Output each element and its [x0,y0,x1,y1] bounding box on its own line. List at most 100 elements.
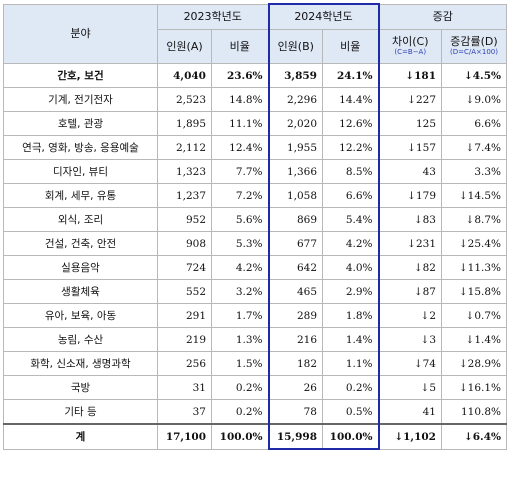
cell-rate: ↓8.7% [441,207,507,232]
header-diff: 차이(C) (C=B−A) [378,29,442,64]
total-count-b: 15,998 [267,423,323,450]
cell-field: 외식, 조리 [3,207,158,232]
cell-ratio-2023: 1.5% [211,351,269,376]
cell-diff: ↓227 [378,87,442,112]
header-count-b: 인원(B) [267,29,323,64]
total-count-a: 17,100 [157,423,212,450]
cell-field: 실용음악 [3,255,158,280]
cell-count-b: 677 [267,231,323,256]
cell-ratio-2024: 12.6% [322,111,380,136]
cell-count-b: 1,366 [267,159,323,184]
cell-rate: ↓15.8% [441,279,507,304]
cell-ratio-2023: 1.3% [211,327,269,352]
cell-ratio-2023: 0.2% [211,399,269,425]
cell-rate: ↓7.4% [441,135,507,160]
cell-count-a: 291 [157,303,212,328]
table-row: 생활체육 552 3.2% 465 2.9% ↓87 ↓15.8% [3,279,507,304]
cell-diff: ↓3 [378,327,442,352]
header-ratio-2023: 비율 [211,29,269,64]
cell-count-a: 1,237 [157,183,212,208]
cell-rate: 3.3% [441,159,507,184]
cell-ratio-2024: 24.1% [322,63,380,88]
cell-field: 기타 등 [3,399,158,425]
table-row: 건설, 건축, 안전 908 5.3% 677 4.2% ↓231 ↓25.4% [3,231,507,256]
cell-ratio-2024: 12.2% [322,135,380,160]
cell-diff: 125 [378,111,442,136]
cell-rate: ↓1.4% [441,327,507,352]
cell-count-b: 642 [267,255,323,280]
enrollment-table-container: 분야 2023학년도 2024학년도 증감 인원(A) 비율 인원(B) 비율 … [3,3,507,450]
cell-ratio-2024: 2.9% [322,279,380,304]
cell-count-b: 182 [267,351,323,376]
table-row: 외식, 조리 952 5.6% 869 5.4% ↓83 ↓8.7% [3,207,507,232]
cell-count-b: 3,859 [267,63,323,88]
cell-count-b: 2,020 [267,111,323,136]
cell-count-a: 1,323 [157,159,212,184]
cell-diff: ↓181 [378,63,442,88]
total-rate: ↓6.4% [441,423,507,450]
cell-ratio-2024: 14.4% [322,87,380,112]
header-diff-label: 차이(C) [391,35,429,48]
cell-ratio-2023: 5.3% [211,231,269,256]
cell-diff: 43 [378,159,442,184]
cell-count-b: 289 [267,303,323,328]
cell-diff: ↓2 [378,303,442,328]
cell-rate: ↓25.4% [441,231,507,256]
table-row: 기계, 전기전자 2,523 14.8% 2,296 14.4% ↓227 ↓9.0% [3,87,507,112]
table-row: 국방 31 0.2% 26 0.2% ↓5 ↓16.1% [3,375,507,400]
cell-ratio-2023: 14.8% [211,87,269,112]
cell-ratio-2023: 4.2% [211,255,269,280]
table-row: 유아, 보육, 아동 291 1.7% 289 1.8% ↓2 ↓0.7% [3,303,507,328]
header-diff-formula: (C=B−A) [394,48,427,56]
header-field: 분야 [3,3,158,64]
cell-field: 화학, 신소재, 생명과학 [3,351,158,376]
cell-diff: ↓82 [378,255,442,280]
cell-field: 생활체육 [3,279,158,304]
cell-ratio-2023: 7.2% [211,183,269,208]
cell-ratio-2024: 8.5% [322,159,380,184]
cell-diff: ↓83 [378,207,442,232]
header-rate: 증감률(D) (D=C/A×100) [441,29,507,64]
cell-ratio-2023: 0.2% [211,375,269,400]
header-2024: 2024학년도 [267,3,380,30]
cell-ratio-2023: 1.7% [211,303,269,328]
total-row: 계 17,100 100.0% 15,998 100.0% ↓1,102 ↓6.… [3,423,507,450]
cell-diff: 41 [378,399,442,425]
table-row: 회계, 세무, 유통 1,237 7.2% 1,058 6.6% ↓179 ↓14.5% [3,183,507,208]
cell-count-a: 31 [157,375,212,400]
cell-ratio-2024: 0.5% [322,399,380,425]
cell-count-b: 869 [267,207,323,232]
total-diff: ↓1,102 [378,423,442,450]
cell-diff: ↓5 [378,375,442,400]
table-row: 디자인, 뷰티 1,323 7.7% 1,366 8.5% 43 3.3% [3,159,507,184]
cell-ratio-2024: 1.4% [322,327,380,352]
cell-rate: ↓0.7% [441,303,507,328]
header-change: 증감 [378,3,507,30]
cell-ratio-2023: 7.7% [211,159,269,184]
cell-count-b: 1,955 [267,135,323,160]
cell-rate: 110.8% [441,399,507,425]
header-count-a: 인원(A) [157,29,212,64]
cell-ratio-2024: 1.8% [322,303,380,328]
cell-rate: ↓9.0% [441,87,507,112]
cell-ratio-2023: 12.4% [211,135,269,160]
table-row: 기타 등 37 0.2% 78 0.5% 41 110.8% [3,399,507,425]
cell-ratio-2024: 6.6% [322,183,380,208]
enrollment-table: 분야 2023학년도 2024학년도 증감 인원(A) 비율 인원(B) 비율 … [3,3,507,450]
cell-count-b: 78 [267,399,323,425]
cell-ratio-2023: 11.1% [211,111,269,136]
cell-field: 기계, 전기전자 [3,87,158,112]
cell-count-a: 256 [157,351,212,376]
table-row: 농림, 수산 219 1.3% 216 1.4% ↓3 ↓1.4% [3,327,507,352]
cell-field: 디자인, 뷰티 [3,159,158,184]
cell-field: 간호, 보건 [3,63,158,88]
cell-ratio-2024: 5.4% [322,207,380,232]
table-row: 화학, 신소재, 생명과학 256 1.5% 182 1.1% ↓74 ↓28.9% [3,351,507,376]
cell-diff: ↓157 [378,135,442,160]
header-ratio-2024: 비율 [322,29,380,64]
cell-rate: ↓28.9% [441,351,507,376]
cell-diff: ↓179 [378,183,442,208]
cell-field: 건설, 건축, 안전 [3,231,158,256]
cell-rate: ↓11.3% [441,255,507,280]
cell-count-a: 908 [157,231,212,256]
